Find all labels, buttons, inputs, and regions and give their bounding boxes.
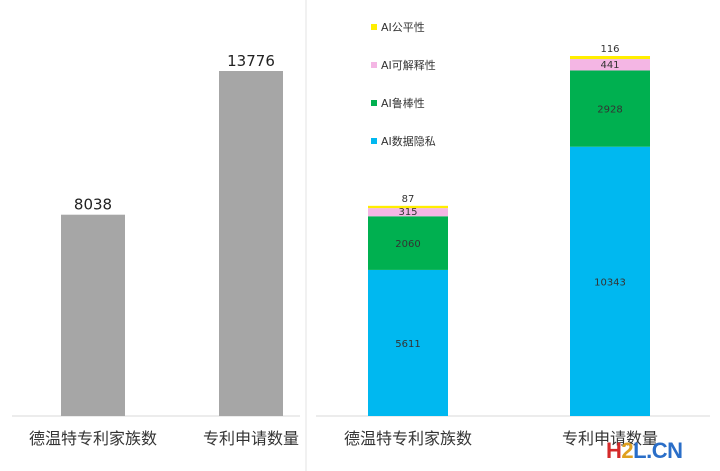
legend-swatch xyxy=(371,100,377,106)
stack-segment xyxy=(368,216,448,270)
segment-value-label: 87 xyxy=(402,194,415,205)
bar-value-label: 8038 xyxy=(74,196,112,214)
segment-value-label: 116 xyxy=(600,44,619,55)
legend: AI公平性 AI可解释性 AI鲁棒性 AI数据隐私 xyxy=(371,20,436,148)
legend-label: AI公平性 xyxy=(381,20,425,34)
right-stacked-bar-chart: 5611 2060 315 87 德温特专利家族数 10343 2928 441 116 专利申请… xyxy=(344,44,658,448)
legend-label: AI可解释性 xyxy=(381,58,436,72)
stack-segment xyxy=(570,59,650,71)
segment-value-label: 315 xyxy=(398,207,417,218)
stack-segment xyxy=(368,269,448,416)
x-tick-label: 德温特专利家族数 xyxy=(29,429,157,448)
x-tick-label: 德温特专利家族数 xyxy=(344,429,472,448)
segment-value-label: 2928 xyxy=(597,105,622,116)
bar-2 xyxy=(219,71,283,416)
bar-1 xyxy=(61,214,125,416)
legend-swatch xyxy=(371,138,377,144)
x-tick-label: 专利申请数量 xyxy=(203,429,299,448)
legend-swatch xyxy=(371,62,377,68)
left-bar-chart: 8038 德温特专利家族数 13776 专利申请数量 xyxy=(29,52,299,448)
stack-segment xyxy=(570,56,650,60)
stack-segment xyxy=(368,205,448,209)
legend-label: AI鲁棒性 xyxy=(381,96,425,110)
stack-segment xyxy=(368,208,448,217)
segment-value-label: 5611 xyxy=(395,339,420,350)
x-tick-label: 专利申请数量 xyxy=(562,429,658,448)
h2l-watermark-logo: H2L.CN xyxy=(606,438,683,463)
segment-value-label: 441 xyxy=(600,60,619,71)
stack-segment xyxy=(570,146,650,417)
stack-segment xyxy=(570,70,650,147)
segment-value-label: 2060 xyxy=(395,239,420,250)
legend-label: AI数据隐私 xyxy=(381,134,436,148)
bar-value-label: 13776 xyxy=(227,52,275,70)
legend-swatch xyxy=(371,24,377,30)
segment-value-label: 10343 xyxy=(594,277,626,288)
